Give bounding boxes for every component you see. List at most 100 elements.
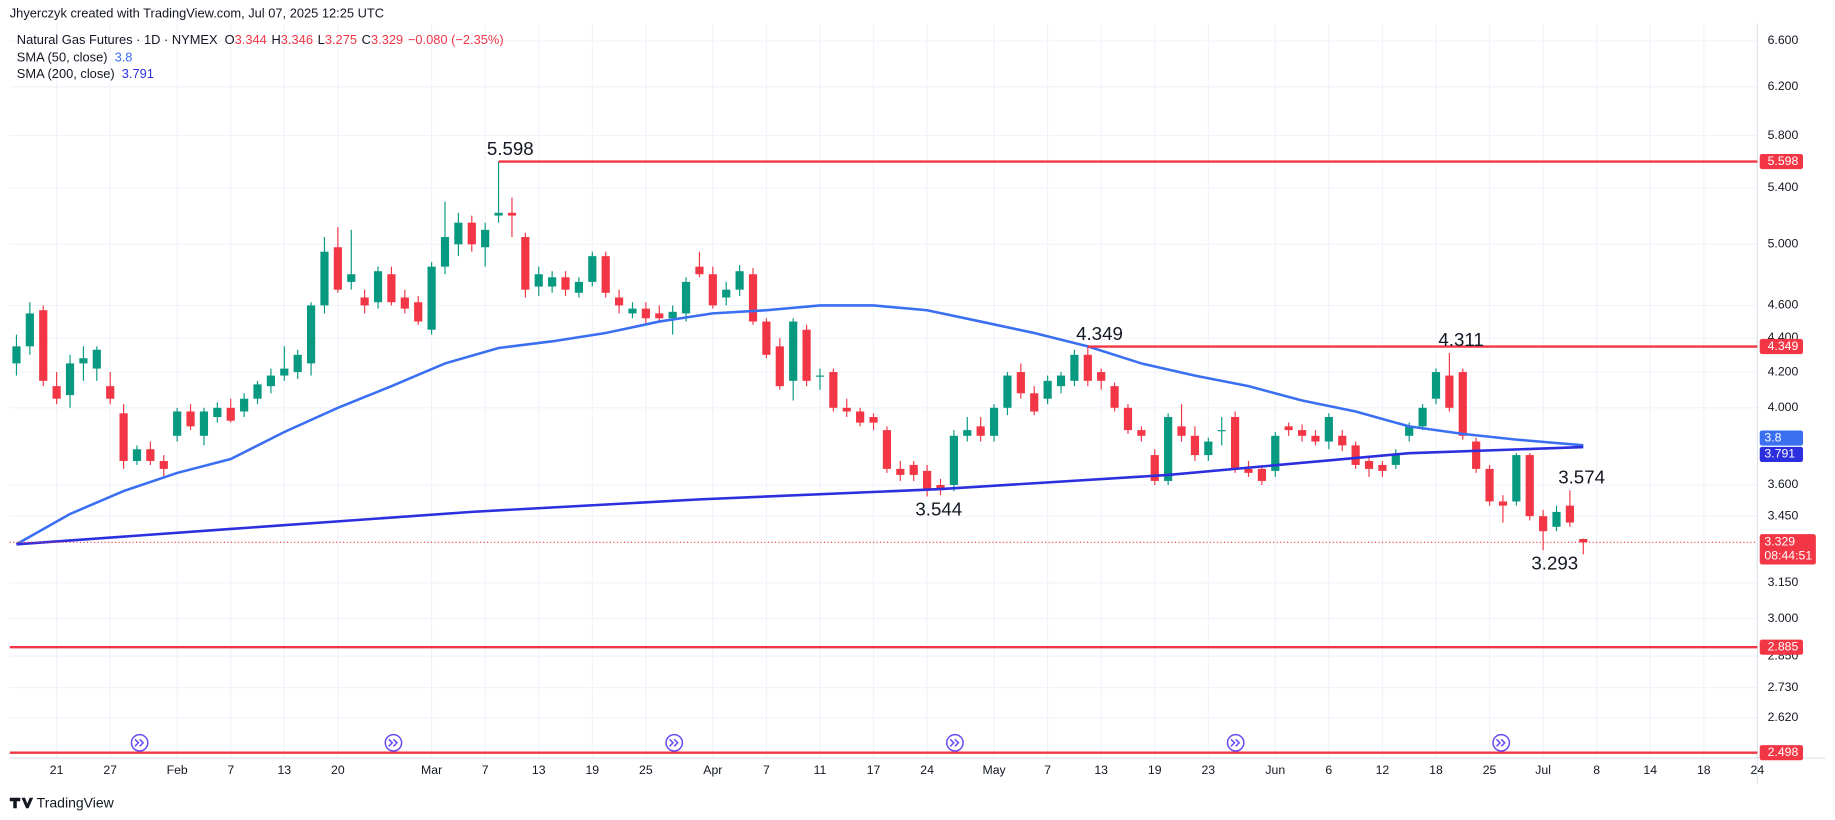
- candle-body: [842, 407, 851, 412]
- x-tick-label: 19: [585, 763, 599, 777]
- change: −0.080 (−2.35%): [408, 32, 504, 47]
- ohlc-value: 3.329: [371, 32, 403, 47]
- x-tick-label: 27: [103, 763, 117, 777]
- candle-body: [199, 411, 209, 436]
- x-tick-label: 8: [1593, 763, 1600, 777]
- sma-badge-label: 3.8: [1764, 430, 1781, 444]
- annotation: 3.574: [1558, 467, 1605, 488]
- event-icon[interactable]: [384, 733, 403, 752]
- candle-body: [1190, 435, 1200, 456]
- candle-body: [1338, 435, 1347, 446]
- event-icon[interactable]: [945, 733, 964, 752]
- candle-body: [655, 313, 664, 319]
- candle-body: [1244, 468, 1253, 473]
- candle-body: [454, 222, 463, 245]
- x-tick-label: 13: [532, 763, 546, 777]
- candle-body: [1579, 539, 1588, 543]
- x-tick-label: Jul: [1535, 763, 1551, 777]
- candle-body: [1217, 430, 1226, 432]
- sma-line: [16, 445, 1584, 546]
- candle-body: [1498, 501, 1508, 506]
- event-arrows: [134, 738, 1506, 747]
- candle-body: [1150, 455, 1159, 481]
- annotation: 4.311: [1438, 329, 1483, 350]
- candle-body: [159, 460, 168, 469]
- y-tick-label: 4.000: [1768, 400, 1799, 414]
- candle-body: [1204, 441, 1213, 456]
- candle-body: [1003, 375, 1012, 408]
- y-tick-label: 3.600: [1768, 477, 1799, 491]
- candle-body: [132, 449, 142, 461]
- candle-body: [1458, 372, 1467, 436]
- candle-body: [414, 302, 423, 322]
- x-tick-label: 18: [1697, 763, 1711, 777]
- ohlc-label: H: [271, 32, 280, 47]
- sma-badge: [1759, 430, 1804, 446]
- annotation: 5.598: [487, 138, 534, 159]
- x-tick-label: May: [982, 763, 1006, 777]
- candle-body: [1056, 375, 1066, 387]
- event-icon[interactable]: [1492, 733, 1511, 752]
- annotation: 4.349: [1076, 323, 1123, 344]
- candle-body: [320, 251, 329, 306]
- candle-body: [306, 305, 316, 364]
- last-price-badge: [1759, 534, 1816, 565]
- candle-body: [333, 247, 342, 290]
- candle-body: [601, 256, 610, 293]
- legend-sma200: SMA (200, close) 3.791: [17, 66, 154, 81]
- candle-body: [762, 321, 771, 355]
- x-tick-label: Jun: [1265, 763, 1285, 777]
- candle-body: [226, 407, 235, 421]
- candle-body: [92, 349, 101, 369]
- y-tick-label: 2.620: [1768, 710, 1799, 724]
- candle-body: [1083, 354, 1092, 381]
- countdown: 08:44:51: [1764, 549, 1812, 563]
- x-tick-label: 12: [1376, 763, 1390, 777]
- candle-body: [494, 212, 503, 216]
- candle-body: [1418, 407, 1427, 427]
- annotation: 3.293: [1531, 552, 1578, 573]
- level-badge: [1759, 338, 1804, 355]
- candle-body: [1257, 468, 1266, 481]
- candle-body: [775, 346, 784, 387]
- candle-body: [1405, 426, 1414, 436]
- x-tick-label: 25: [639, 763, 653, 777]
- candle-body: [1043, 380, 1052, 399]
- event-icons[interactable]: [130, 733, 1511, 752]
- candle-body: [1525, 455, 1534, 517]
- x-tick-label: 13: [1094, 763, 1108, 777]
- x-tick-label: 21: [50, 763, 64, 777]
- candle-body: [186, 411, 195, 427]
- event-icon[interactable]: [665, 733, 684, 752]
- candle-body: [989, 407, 999, 436]
- candle-body: [708, 274, 717, 306]
- x-tick-label: 7: [227, 763, 234, 777]
- event-icon[interactable]: [1226, 733, 1245, 752]
- candle-body: [1364, 460, 1374, 469]
- grid: [9, 23, 1758, 759]
- candle-body: [896, 468, 905, 475]
- candle-body: [373, 271, 383, 303]
- candle-body: [1016, 372, 1025, 394]
- y-tick-label: 5.800: [1768, 128, 1799, 142]
- sma-line: [15, 304, 1584, 546]
- candle-body: [1231, 417, 1240, 469]
- brand-logo: [9, 797, 34, 809]
- legend-symbol: Natural Gas Futures · 1D · NYMEX O3.344 H3…: [17, 32, 504, 47]
- candle-body: [1472, 441, 1481, 469]
- x-tick-label: 11: [814, 763, 827, 777]
- level-badge: [1759, 745, 1804, 761]
- x-tick-label: 7: [1044, 763, 1051, 777]
- candle-body: [146, 449, 155, 461]
- candle-body: [106, 386, 115, 399]
- level-badge-label: 2.885: [1768, 639, 1799, 653]
- x-tick-label: Apr: [703, 763, 722, 777]
- candle-body: [1539, 516, 1548, 532]
- legend-name: SMA (200, close): [17, 66, 115, 81]
- candle-body: [521, 237, 530, 290]
- candle-body: [280, 368, 289, 376]
- candle-body: [52, 386, 61, 399]
- ohlc-label: O: [225, 32, 235, 47]
- candle-body: [507, 212, 517, 216]
- event-icon[interactable]: [130, 733, 149, 752]
